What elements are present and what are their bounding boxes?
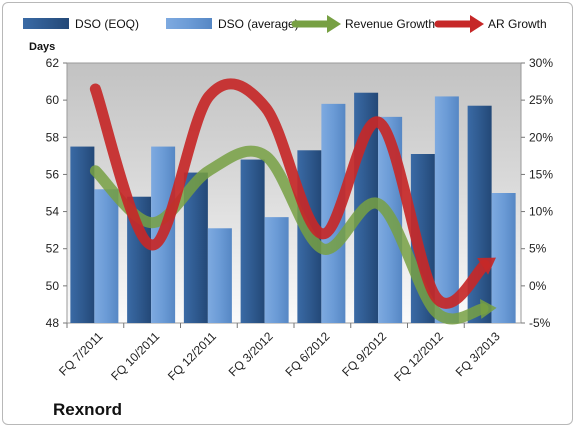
bar-dso-average xyxy=(434,96,459,323)
right-tick-label: 5% xyxy=(529,242,547,256)
legend-swatch-dso-average xyxy=(166,18,212,29)
left-tick-label: 60 xyxy=(46,93,60,107)
x-tick-label: FQ 3/2012 xyxy=(226,329,276,379)
legend-label-dso-eoq: DSO (EOQ) xyxy=(75,17,139,31)
x-tick-label: FQ 3/2013 xyxy=(453,329,503,379)
brand-label: Rexnord xyxy=(53,400,122,419)
revenue-growth-arrowhead xyxy=(479,298,497,319)
left-tick-label: 52 xyxy=(46,242,60,256)
left-tick-label: 62 xyxy=(46,56,60,70)
revenue-growth-line xyxy=(89,145,489,325)
right-tick-label: 15% xyxy=(529,167,553,181)
left-tick-label: 56 xyxy=(46,167,60,181)
right-tick-label: 20% xyxy=(529,130,553,144)
legend-arrowhead-revenue-growth xyxy=(327,15,341,33)
right-tick-label: 0% xyxy=(529,279,547,293)
bar-dso-eoq xyxy=(70,146,95,323)
x-tick-label: FQ 12/2012 xyxy=(391,329,446,384)
legend-label-ar-growth: AR Growth xyxy=(488,17,547,31)
y-axis-label: Days xyxy=(29,41,55,53)
bar-dso-eoq xyxy=(240,159,265,323)
bar-dso-average xyxy=(264,217,289,323)
legend-label-revenue-growth: Revenue Growth xyxy=(345,17,435,31)
left-tick-label: 50 xyxy=(46,279,60,293)
right-tick-label: 30% xyxy=(529,56,553,70)
left-tick-label: 54 xyxy=(46,205,60,219)
ar-growth-arrowhead xyxy=(477,257,496,275)
legend-arrowhead-ar-growth xyxy=(470,15,484,33)
bar-dso-average xyxy=(94,189,119,323)
left-tick-label: 48 xyxy=(46,316,60,330)
left-tick-label: 58 xyxy=(46,130,60,144)
x-tick-label: FQ 10/2011 xyxy=(108,329,162,383)
bar-dso-average xyxy=(207,228,232,323)
x-tick-label: FQ 6/2012 xyxy=(283,329,333,379)
right-tick-label: -5% xyxy=(529,316,551,330)
chart-svg: 48 50 52 54 56 58 60 62 -5% 0% 5% 10% 15% 20% 25% 30% FQ… xyxy=(23,15,553,419)
x-tick-label: FQ 12/2011 xyxy=(165,329,219,383)
lines-layer xyxy=(89,78,497,325)
right-tick-label: 10% xyxy=(529,205,553,219)
legend-swatch-dso-eoq xyxy=(23,18,69,29)
legend-label-dso-average: DSO (average) xyxy=(218,17,299,31)
x-tick-label: FQ 9/2012 xyxy=(339,329,389,379)
right-tick-label: 25% xyxy=(529,93,553,107)
x-tick-label: FQ 7/2011 xyxy=(56,329,106,379)
legend: DSO (EOQ) DSO (average) Revenue Growth AR G… xyxy=(23,15,547,33)
